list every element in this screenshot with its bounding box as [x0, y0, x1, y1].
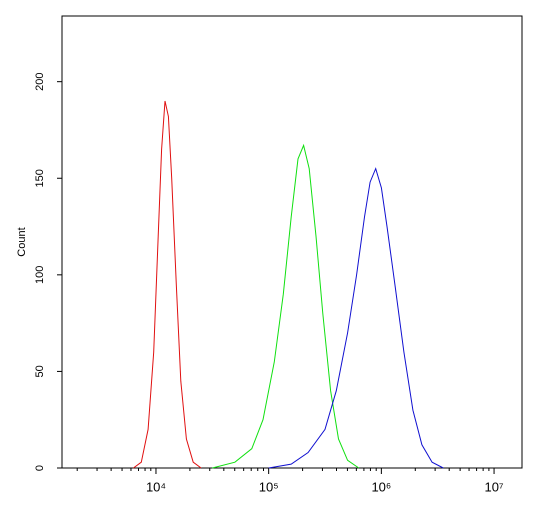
x-tick-label: 10⁴ — [146, 479, 166, 494]
y-tick-label: 50 — [34, 365, 46, 377]
y-tick-label: 150 — [34, 169, 46, 187]
y-tick-label: 200 — [34, 72, 46, 90]
y-tick-label: 100 — [34, 266, 46, 284]
y-axis-label: Count — [16, 227, 28, 256]
plot-frame — [61, 15, 523, 469]
histogram-line — [212, 143, 360, 469]
histogram-line — [133, 100, 202, 469]
histogram-line — [268, 167, 444, 469]
x-tick-label: 10⁶ — [371, 479, 391, 494]
y-tick-label: 0 — [34, 465, 46, 471]
x-tick-label: 10⁷ — [484, 479, 503, 494]
x-tick-label: 10⁵ — [259, 479, 279, 494]
